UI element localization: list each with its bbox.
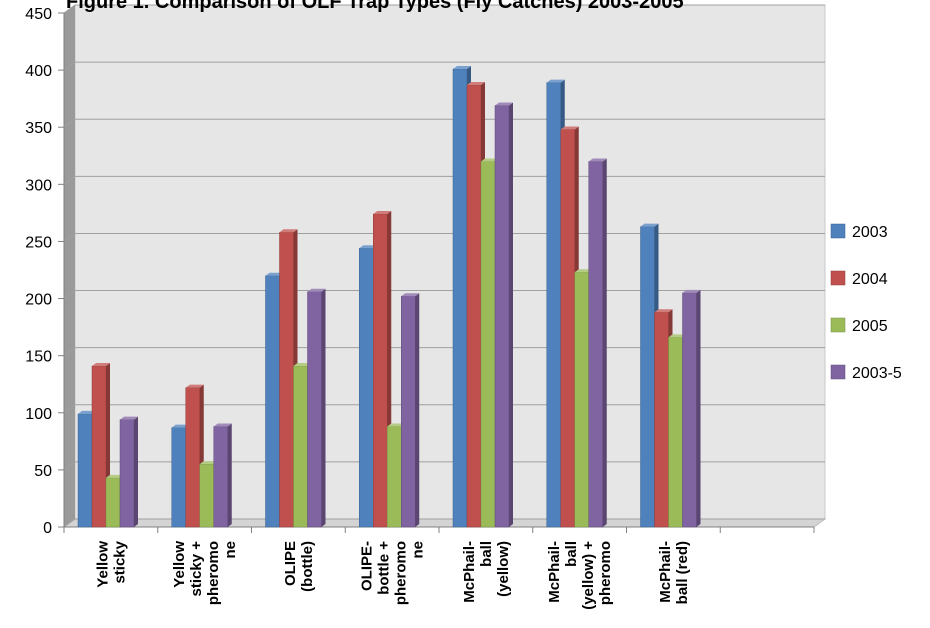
legend-item: 2003-5 — [830, 364, 902, 382]
x-category-label: Yellowsticky +pheromone — [171, 541, 239, 606]
y-tick-label: 50 — [34, 463, 52, 480]
y-tick-label: 150 — [25, 349, 52, 366]
bar — [588, 158, 607, 528]
bar — [213, 423, 232, 528]
y-tick-label: 350 — [25, 120, 52, 137]
y-tick-label: 250 — [25, 234, 52, 251]
bar — [494, 102, 513, 528]
y-tick-label: 300 — [25, 177, 52, 194]
chart-title: Figure 1. Comparison of OLF Trap Types (… — [66, 0, 684, 13]
x-category-label: McPhail-ball(yellow) — [461, 541, 512, 603]
y-tick-label: 200 — [25, 292, 52, 309]
bars — [77, 65, 701, 528]
y-tick-label: 400 — [25, 63, 52, 80]
legend-item: 2003 — [830, 223, 888, 241]
legend-swatch — [830, 317, 846, 333]
bar — [119, 416, 138, 528]
legend-swatch — [830, 223, 846, 239]
legend-swatch — [830, 270, 846, 286]
legend-label: 2004 — [852, 271, 888, 288]
x-category-label: Yellowsticky — [94, 540, 128, 587]
legend-label: 2003 — [852, 224, 888, 241]
legend-label: 2003-5 — [852, 365, 902, 382]
gridline — [63, 4, 825, 14]
legend-label: 2005 — [852, 318, 888, 335]
bar — [307, 288, 326, 528]
legend: 2003 2004 2005 2003-5 — [830, 223, 902, 382]
bar — [401, 293, 420, 528]
x-category-label: OLIPE(bottle) — [282, 541, 316, 592]
gridline — [63, 118, 825, 128]
x-category-label: McPhail-ball (red) — [657, 541, 691, 604]
bar — [682, 289, 701, 528]
y-tick-label: 450 — [25, 6, 52, 23]
y-tick-label: 100 — [25, 406, 52, 423]
x-category-label: McPhail-ball(yellow) +pheromo — [546, 541, 614, 610]
gridline — [63, 61, 825, 71]
y-tick-label: 0 — [43, 520, 52, 537]
legend-item: 2005 — [830, 317, 888, 335]
side-wall — [64, 5, 75, 527]
x-axis-labels: Yellowsticky Yellowsticky +pheromone OLIPE… — [63, 527, 815, 610]
x-category-label: OLIPE-bottle +pheromone — [359, 541, 427, 605]
legend-item: 2004 — [830, 270, 888, 288]
legend-swatch — [830, 364, 846, 380]
